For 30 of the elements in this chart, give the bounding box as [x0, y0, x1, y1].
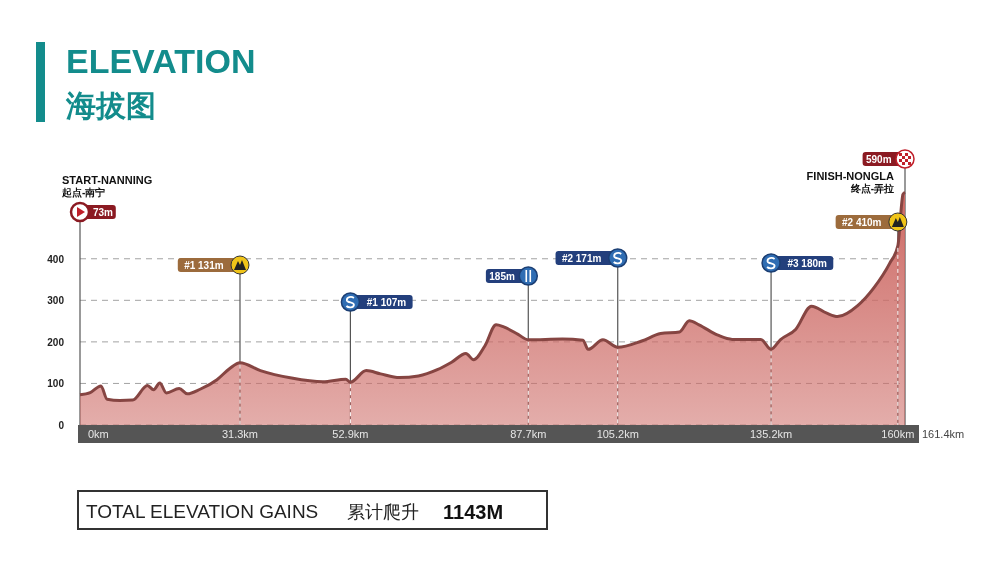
text: TOTAL ELEVATION GAINS: [86, 501, 319, 522]
annotation: 73m: [92, 207, 114, 218]
y-tick-label: 300: [47, 295, 65, 307]
text: 累计爬升: [347, 502, 419, 522]
y-tick-label: 100: [47, 378, 65, 390]
annotation: #2 171m: [561, 253, 602, 264]
y-tick-label: 400: [47, 253, 65, 265]
x-tick-label: 0km: [88, 428, 109, 440]
x-tick-label: 105.2km: [596, 428, 639, 440]
annotation: FINISH-NONGLA: [806, 170, 895, 182]
annotation: #1 131m: [184, 260, 224, 271]
annotation: #3 180m: [787, 258, 828, 269]
x-tick-label: 52.9km: [332, 428, 369, 440]
text: 1143M: [443, 501, 504, 523]
chart-subtitle: 海拔图: [65, 89, 156, 122]
annotation: 185m: [489, 271, 515, 282]
text: 161.4km: [922, 428, 965, 440]
x-tick-label: 160km: [881, 428, 915, 440]
annotation: START-NANNING: [62, 174, 153, 186]
annotation: 起点-南宁: [61, 187, 106, 198]
annotation: #1 107m: [366, 297, 407, 308]
annotation: 终点-弄拉: [849, 183, 894, 194]
annotation: #2 410m: [842, 217, 882, 228]
x-tick-label: 31.3km: [221, 428, 259, 440]
x-tick-label: 87.7km: [510, 428, 547, 440]
annotation: 590m: [866, 154, 892, 165]
y-tick-label: 200: [47, 336, 65, 348]
x-tick-label: 135.2km: [749, 428, 793, 440]
chart-title: ELEVATION: [66, 42, 256, 80]
y-tick-label: 0: [58, 420, 65, 431]
